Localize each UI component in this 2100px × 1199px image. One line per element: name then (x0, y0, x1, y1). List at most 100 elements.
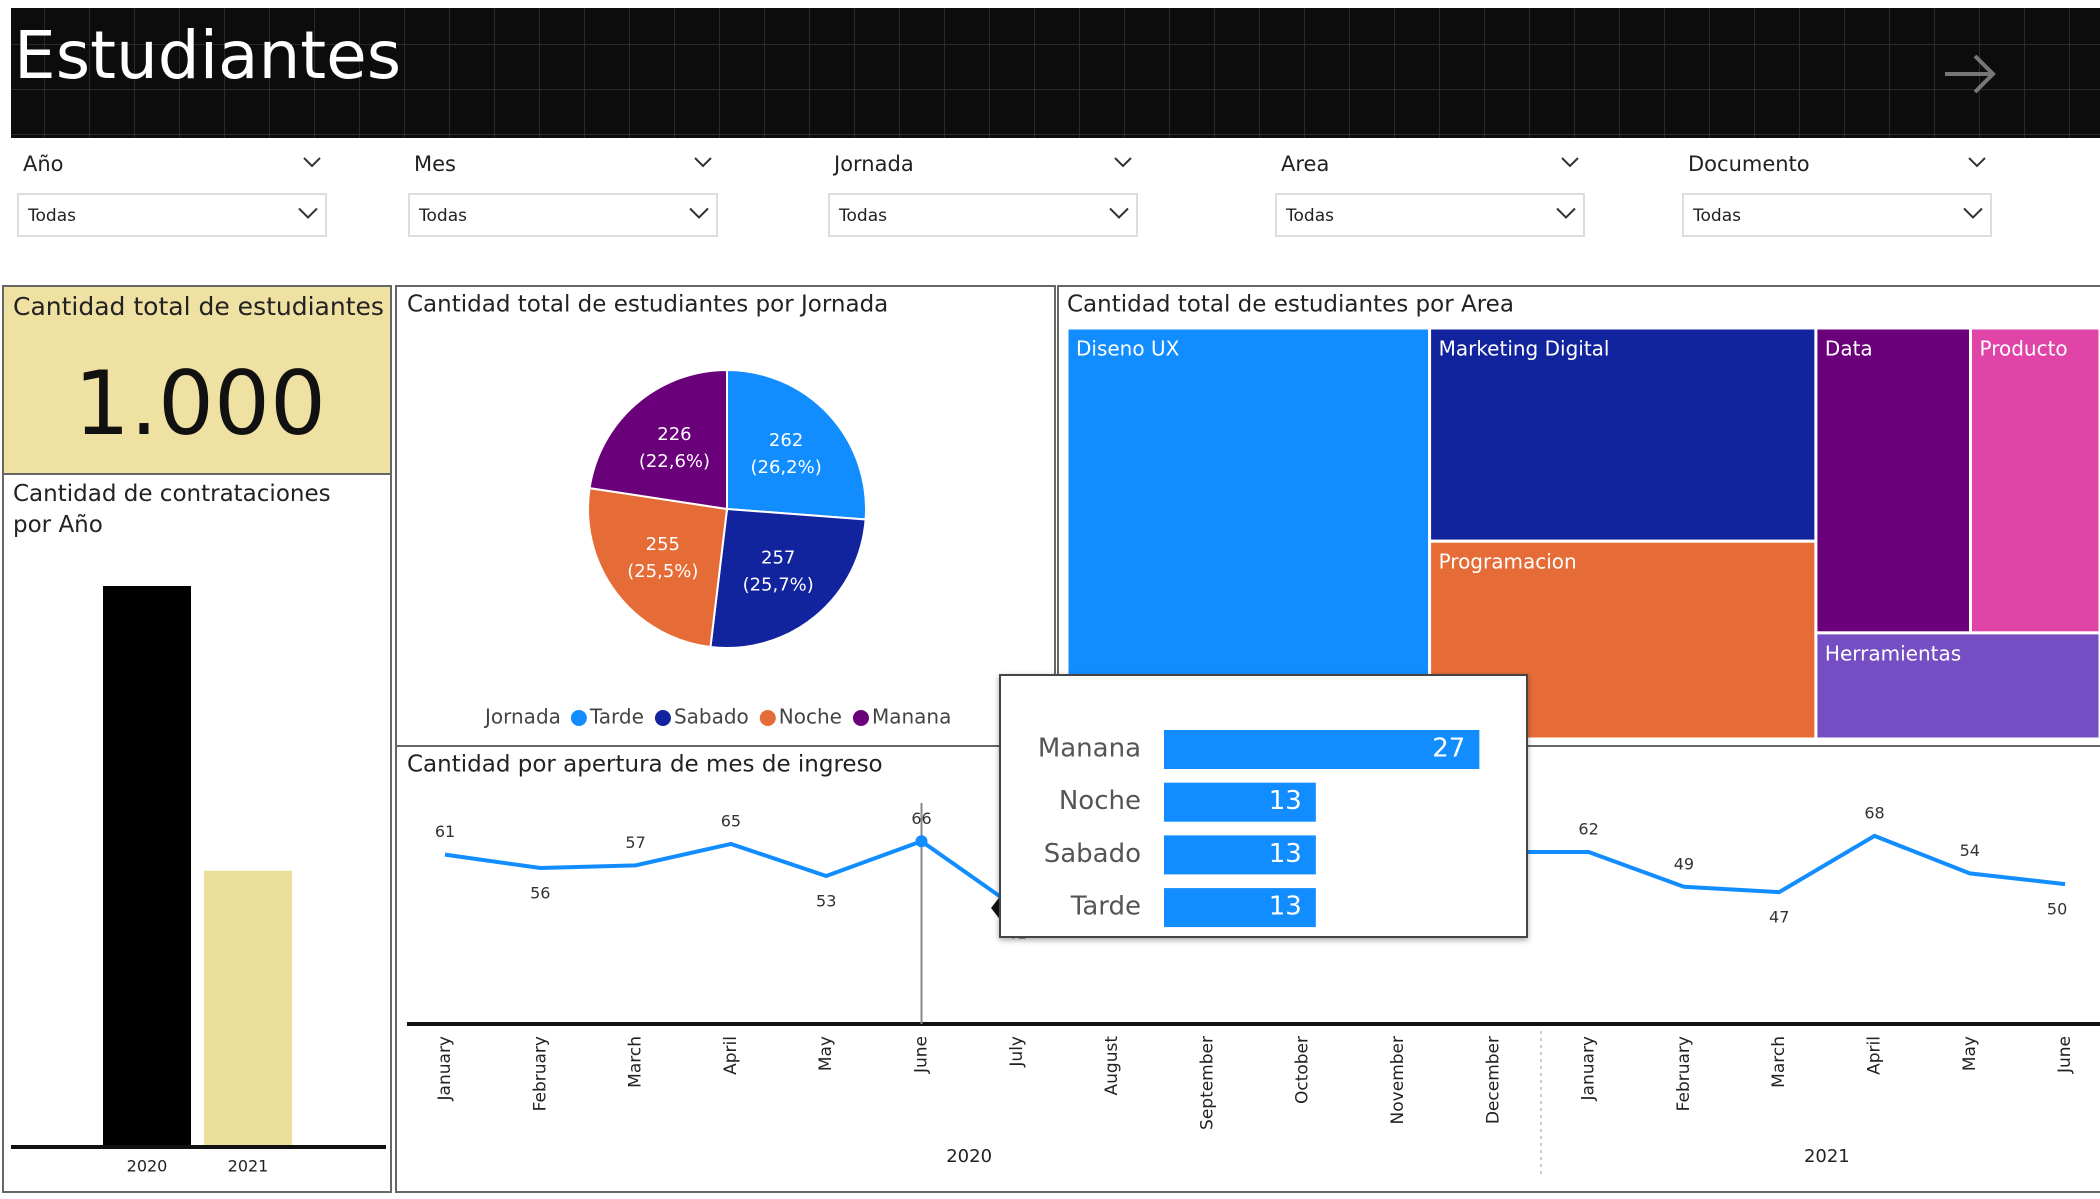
chevron (1114, 157, 1132, 168)
x-tick-label: 2021 (228, 1157, 269, 1176)
tooltip-label: Sabado (1044, 839, 1141, 869)
pie-slice (587, 486, 729, 649)
tooltip-bar (1164, 888, 1316, 928)
x-tick-label: January (1579, 1036, 1599, 1101)
slice-label: 262 (769, 430, 803, 451)
filter-value: Todas (1285, 206, 1334, 226)
legend-marker (570, 710, 587, 726)
data-label: 47 (1769, 908, 1789, 927)
chevron (1963, 207, 1983, 219)
legend-label: Manana (872, 705, 951, 729)
tile-label: Herramientas (1825, 641, 1961, 665)
filter-value: Todas (1692, 206, 1741, 226)
chevron (303, 157, 321, 168)
data-label: 56 (530, 884, 550, 903)
treemap-tile (1065, 326, 1432, 741)
x-tick-label: April (721, 1036, 741, 1075)
x-tick-label: March (1769, 1036, 1789, 1088)
filter-label: Area (1281, 152, 1329, 176)
tooltip-value: 13 (1269, 892, 1302, 922)
chevron (1556, 207, 1576, 219)
data-label: 68 (1864, 803, 1884, 822)
hires-chart: Cantidad de contrataciones por Año 2020 202… (11, 481, 386, 1176)
legend-title: Jornada (483, 705, 561, 729)
legend-marker (852, 710, 869, 726)
x-tick-label: September (1197, 1036, 1217, 1130)
jornada-chart: Cantidad total de estudiantes por Jornad… (407, 292, 951, 729)
treemap-tile (1814, 631, 2100, 741)
tooltip-bar (1164, 835, 1316, 875)
pie-slice (726, 368, 867, 521)
header-bar (11, 8, 2100, 138)
tooltip-value: 27 (1432, 734, 1465, 764)
legend-marker (759, 710, 776, 726)
filter-label: Documento (1688, 152, 1810, 176)
filter-dropdown[interactable] (828, 193, 1138, 237)
treemap-tile (1428, 326, 1818, 543)
chart-title: Cantidad total de estudiantes por Jornad… (407, 292, 888, 318)
x-tick-label: August (1102, 1036, 1122, 1096)
slice-percent: (25,5%) (627, 561, 698, 582)
x-tick-label: May (1960, 1036, 1980, 1071)
x-tick-label: April (1865, 1036, 1885, 1075)
data-label: 53 (816, 892, 836, 911)
data-label: 66 (911, 809, 931, 828)
chart-title: Cantidad total de estudiantes por Area (1067, 292, 1514, 318)
hover-point (915, 835, 928, 848)
tile-label: Diseno UX (1076, 337, 1180, 361)
tooltip-value: 13 (1269, 786, 1302, 816)
page-title: Estudiantes (14, 17, 401, 94)
x-tick-label: March (626, 1036, 646, 1088)
filter-value: Todas (838, 206, 887, 226)
filter-value: Todas (27, 206, 76, 226)
kpi-card (2, 285, 392, 475)
tooltip-label: Tarde (1070, 892, 1141, 922)
legend-label: Tarde (589, 705, 644, 729)
tooltip-value: 13 (1269, 839, 1302, 869)
filter-dropdown[interactable] (17, 193, 327, 237)
year-label: 2021 (1804, 1146, 1850, 1167)
filter-dropdown[interactable] (408, 193, 718, 237)
chart-title: Cantidad por apertura de mes de ingreso (407, 752, 883, 778)
slice-percent: (26,2%) (750, 457, 821, 478)
x-tick-label: February (1674, 1036, 1694, 1111)
treemap-tile (1968, 326, 2100, 635)
x-tick-label: July (1007, 1036, 1027, 1068)
filter-dropdown[interactable] (1682, 193, 1992, 237)
pie-slice (588, 368, 728, 511)
tile-label: Marketing Digital (1439, 337, 1610, 361)
legend-label: Sabado (674, 705, 749, 729)
year-label: 2020 (946, 1146, 992, 1167)
filter-dropdown[interactable] (1275, 193, 1585, 237)
nav-arrow[interactable] (1945, 54, 1996, 94)
tile-label: Data (1825, 337, 1873, 361)
bar (204, 870, 292, 1147)
tooltip-label: Manana (1038, 734, 1141, 764)
tooltip-label: Noche (1059, 786, 1141, 816)
kpi-label: Cantidad total de estudiantes (13, 292, 384, 321)
x-tick-label: June (2055, 1036, 2075, 1074)
tile-label: Producto (1979, 337, 2067, 361)
slice-label: 255 (646, 534, 680, 555)
x-tick-label: November (1388, 1036, 1408, 1124)
chevron (689, 207, 709, 219)
tooltip-bar (1164, 782, 1316, 822)
slice-label: 257 (761, 547, 795, 568)
chevron (298, 207, 318, 219)
x-tick-label: May (816, 1036, 836, 1071)
slice-percent: (22,6%) (639, 451, 710, 472)
data-label: 50 (2047, 900, 2067, 919)
kpi-value: 1.000 (74, 352, 326, 455)
bar (103, 586, 191, 1147)
pie-slice (709, 507, 867, 649)
x-tick-label: February (530, 1036, 550, 1111)
x-tick-label: 2020 (127, 1157, 168, 1176)
data-label: 61 (435, 822, 455, 841)
chevron (694, 157, 712, 168)
data-label: 65 (721, 811, 741, 830)
title-line: Cantidad de contrataciones (13, 481, 331, 507)
tile-label: Programacion (1439, 550, 1577, 574)
data-label: 49 (1674, 854, 1694, 873)
